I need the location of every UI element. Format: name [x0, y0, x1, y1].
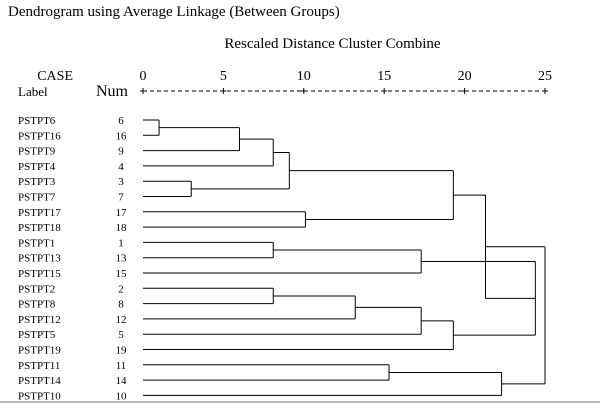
case-number: 4 [118, 161, 124, 173]
chart-title: Dendrogram using Average Linkage (Betwee… [8, 4, 340, 20]
distance-axis [140, 88, 548, 94]
case-label: PSTPT13 [18, 253, 61, 265]
case-number: 16 [116, 130, 128, 142]
case-number: 10 [116, 390, 128, 402]
case-label: PSTPT10 [18, 390, 61, 402]
case-number: 8 [118, 299, 124, 311]
num-header: Num [96, 83, 129, 100]
case-label: PSTPT11 [18, 360, 60, 372]
case-header: CASE [37, 69, 73, 84]
case-number: 15 [116, 268, 128, 280]
case-label: PSTPT14 [18, 375, 61, 387]
case-number: 14 [116, 375, 128, 387]
case-label: PSTPT1 [18, 237, 55, 249]
case-rows: PSTPT6 6 PSTPT16 16 PSTPT9 9 PSTPT4 4 PSTPT3 3 PST… [18, 115, 127, 402]
case-number: 1 [118, 237, 124, 249]
case-number: 9 [118, 146, 124, 158]
x-tick-label: 10 [297, 69, 311, 84]
x-tick-label: 25 [538, 69, 552, 84]
case-label: PSTPT9 [18, 146, 56, 158]
axis-tick-labels: 0 5 10 15 20 25 [140, 69, 553, 84]
case-number: 18 [116, 222, 128, 234]
case-number: 11 [116, 360, 127, 372]
case-label: PSTPT15 [18, 268, 61, 280]
case-label: PSTPT12 [18, 314, 61, 326]
x-tick-label: 20 [458, 69, 472, 84]
dendrogram-branches [143, 119, 546, 396]
case-label: PSTPT18 [18, 222, 61, 234]
case-label: PSTPT7 [18, 192, 56, 204]
case-label: PSTPT8 [18, 299, 56, 311]
case-label: PSTPT6 [18, 115, 56, 127]
case-label: PSTPT19 [18, 345, 61, 357]
case-label: PSTPT2 [18, 283, 55, 295]
case-number: 19 [116, 345, 128, 357]
case-number: 2 [118, 283, 124, 295]
case-number: 5 [118, 329, 124, 341]
case-label: PSTPT5 [18, 329, 56, 341]
case-label: PSTPT4 [18, 161, 56, 173]
label-header: Label [18, 84, 48, 99]
case-label: PSTPT17 [18, 207, 61, 219]
case-number: 13 [116, 253, 128, 265]
case-label: PSTPT16 [18, 130, 61, 142]
case-number: 6 [118, 115, 124, 127]
case-number: 17 [116, 207, 128, 219]
case-number: 7 [118, 192, 124, 204]
case-number: 3 [118, 176, 124, 188]
x-tick-label: 5 [220, 69, 227, 84]
case-label: PSTPT3 [18, 176, 56, 188]
x-tick-label: 0 [140, 69, 147, 84]
case-number: 12 [116, 314, 127, 326]
x-tick-label: 15 [377, 69, 391, 84]
chart-subtitle: Rescaled Distance Cluster Combine [224, 36, 441, 52]
